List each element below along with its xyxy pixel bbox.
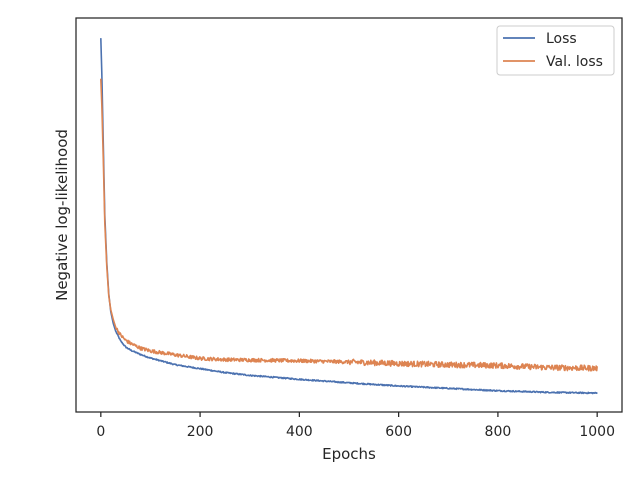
x-tick-label: 1000 [579, 424, 615, 440]
y-axis-title: Negative log-likelihood [53, 129, 71, 301]
legend-label-val-loss: Val. loss [546, 54, 603, 70]
x-tick-label: 400 [286, 424, 313, 440]
x-tick-label: 0 [96, 424, 105, 440]
plot-frame [75, 17, 623, 413]
x-tick-label: 600 [385, 424, 412, 440]
x-axis-ticks: 0 200 400 600 800 1000 [96, 412, 615, 440]
x-axis-title: Epochs [322, 445, 376, 463]
series-line-loss [100, 38, 598, 395]
x-tick-label: 800 [485, 424, 512, 440]
plot-lines [100, 38, 598, 395]
x-tick-label: 200 [187, 424, 214, 440]
series-line-val-loss [100, 78, 598, 372]
legend: Loss Val. loss [496, 25, 615, 76]
legend-label-loss: Loss [546, 31, 577, 47]
